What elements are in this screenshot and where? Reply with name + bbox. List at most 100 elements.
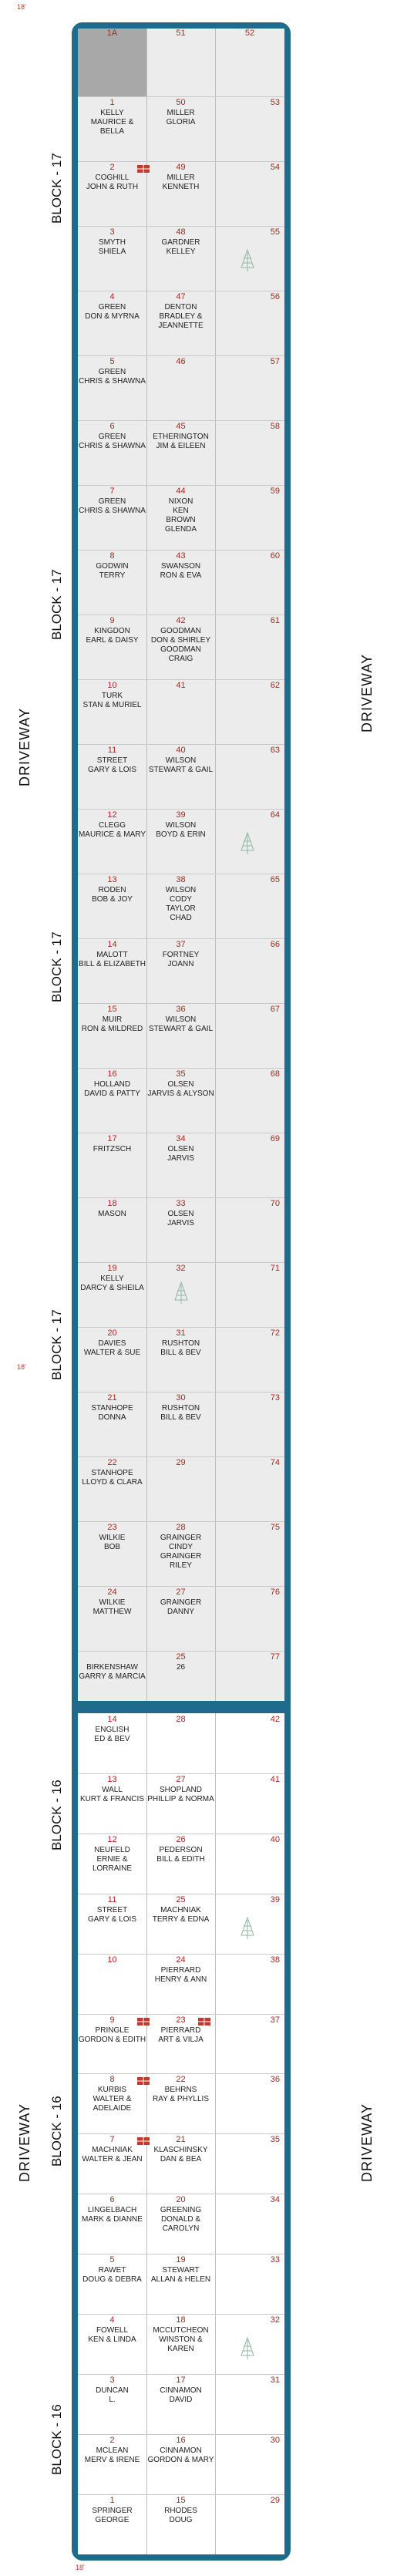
lot-right: 67 bbox=[215, 1005, 284, 1068]
tree-icon bbox=[241, 832, 254, 854]
lot-right: 62 bbox=[215, 681, 284, 744]
lot-right: 77 bbox=[215, 1652, 284, 1716]
lot-owner: PIERRARD HENRY & ANN bbox=[154, 1966, 207, 1984]
lot-middle: 42 GOODMAN DON & SHIRLEY GOODMAN CRAIG bbox=[146, 616, 215, 679]
lot-owner: RUSHTON BILL & BEV bbox=[160, 1404, 201, 1422]
lot-number: 42 bbox=[270, 1715, 280, 1724]
row-divider bbox=[78, 2374, 284, 2375]
block-label-17-c: BLOCK - 17 bbox=[49, 931, 64, 1002]
lot-owner: GRAINGER DANNY bbox=[160, 1598, 202, 1616]
row-divider bbox=[78, 1003, 284, 1004]
lot-number: 46 bbox=[176, 357, 186, 366]
lot-number: 38 bbox=[176, 875, 186, 884]
lot-middle: 47 DENTON BRADLEY & JEANNETTE bbox=[146, 292, 215, 355]
lot-number: 17 bbox=[176, 2376, 186, 2385]
lot-number: 4 bbox=[109, 292, 115, 301]
row-divider bbox=[78, 550, 284, 551]
lot-number: 13 bbox=[107, 1775, 117, 1784]
lot-number: 21 bbox=[107, 1393, 117, 1402]
lot-number: 60 bbox=[270, 551, 280, 561]
block-label-17-d: BLOCK - 17 bbox=[49, 1309, 64, 1380]
lot-left: BIRKENSHAW GARRY & MARCIA bbox=[78, 1652, 146, 1716]
lot-number: 2 bbox=[109, 163, 115, 172]
lot-number: 66 bbox=[270, 940, 280, 949]
lot-owner: NEUFELD ERNIE & LORRAINE bbox=[92, 1846, 133, 1873]
lot-owner: ETHERINGTON JIM & EILEEN bbox=[153, 433, 209, 450]
lot-owner: BIRKENSHAW GARRY & MARCIA bbox=[79, 1663, 146, 1681]
lot-owner: WALL KURT & FRANCIS bbox=[80, 1786, 144, 1803]
row-divider bbox=[78, 2494, 284, 2495]
lot-right: 34 bbox=[215, 2195, 284, 2254]
lot-owner: STREET GARY & LOIS bbox=[88, 1906, 136, 1924]
lot-number: 29 bbox=[270, 2496, 280, 2505]
lot-number: 26 bbox=[176, 1835, 186, 1844]
lot-number: 20 bbox=[176, 2195, 186, 2204]
lot-right: 73 bbox=[215, 1393, 284, 1456]
lot-owner: STANHOPE LLOYD & CLARA bbox=[82, 1469, 143, 1487]
lot-right: 42 bbox=[215, 1715, 284, 1773]
lot-number: 23 bbox=[107, 1523, 117, 1532]
lot-number: 49 bbox=[176, 163, 186, 172]
lot-number: 40 bbox=[270, 1835, 280, 1844]
lot-number: 44 bbox=[176, 487, 186, 496]
lot-owner: TURK STAN & MURIEL bbox=[82, 692, 142, 709]
lot-owner: RAWET DOUG & DEBRA bbox=[82, 2266, 142, 2284]
lot-number: 51 bbox=[176, 29, 186, 38]
lot-number: 8 bbox=[109, 551, 115, 561]
lot-middle: 48 GARDNER KELLEY bbox=[146, 227, 215, 291]
lot-owner: DENTON BRADLEY & JEANNETTE bbox=[158, 303, 204, 330]
lot-middle: 33 OLSEN JARVIS bbox=[146, 1199, 215, 1262]
lot-middle: 20 GREENING DONALD & CAROLYN bbox=[146, 2195, 215, 2254]
lot-number: 31 bbox=[176, 1328, 186, 1338]
lot-right: 76 bbox=[215, 1588, 284, 1651]
lot-owner: FOWELL KEN & LINDA bbox=[88, 2326, 136, 2344]
lot-middle: 15 RHODES DOUG bbox=[146, 2496, 215, 2554]
lot-left: 18 MASON bbox=[78, 1199, 146, 1262]
lot-owner: WILSON BOYD & ERIN bbox=[156, 821, 206, 839]
row-divider bbox=[78, 2133, 284, 2134]
lot-right: 68 bbox=[215, 1069, 284, 1133]
lot-right: 72 bbox=[215, 1328, 284, 1392]
lot-number: 18 bbox=[176, 2315, 186, 2325]
lot-left: 10 bbox=[78, 1955, 146, 2014]
lot-1a-shaded bbox=[78, 29, 147, 96]
lot-owner: McLEAN MERV & IRENE bbox=[84, 2446, 140, 2464]
lot-owner: PRINGLE GORDON & EDITH bbox=[78, 2026, 146, 2044]
lot-number: 11 bbox=[107, 1895, 117, 1904]
lot-owner: MALOTT BILL & ELIZABETH bbox=[79, 951, 146, 968]
lot-left: 5 RAWET DOUG & DEBRA bbox=[78, 2255, 146, 2314]
lot-middle: 19 STEWART ALLAN & HELEN bbox=[146, 2255, 215, 2314]
lot-number: 9 bbox=[109, 2015, 115, 2025]
lot-left: 3 SMYTH SHIELA bbox=[78, 227, 146, 291]
lot-middle: 28 bbox=[146, 1715, 215, 1773]
lot-owner: STEWART ALLAN & HELEN bbox=[150, 2266, 211, 2284]
lot-owner: HOLLAND DAVID & PATTY bbox=[84, 1080, 140, 1098]
lot-number: 58 bbox=[270, 422, 280, 431]
tree-icon bbox=[241, 249, 254, 271]
lot-number: 7 bbox=[109, 2135, 115, 2144]
block-16-map: 14 ENGLISH ED & BEV 28 42 13 WALL KURT & FRAN… bbox=[72, 1707, 291, 2561]
lot-middle: 35 OLSEN JARVIS & ALYSON bbox=[146, 1069, 215, 1133]
lot-right: 32 bbox=[215, 2315, 284, 2374]
lot-number: 24 bbox=[107, 1588, 117, 1597]
row-divider bbox=[78, 679, 284, 680]
lot-owner: SMYTH SHIELA bbox=[98, 238, 126, 256]
lot-number: 25 bbox=[176, 1895, 186, 1904]
driveway-right-top: DRIVEWAY bbox=[359, 653, 375, 732]
block-label-16-b: BLOCK - 16 bbox=[49, 2096, 64, 2167]
lot-middle: 26 PEDERSON BILL & EDITH bbox=[146, 1835, 215, 1894]
lot-number: 24 bbox=[176, 1955, 186, 1965]
lot-owner: NIXON KEN BROWN GLENDA bbox=[164, 497, 197, 534]
lot-number: 1 bbox=[109, 2496, 115, 2505]
lot-middle: 44 NIXON KEN BROWN GLENDA bbox=[146, 487, 215, 550]
lot-owner: RHODES DOUG bbox=[164, 2507, 197, 2524]
lot-number: 18 bbox=[107, 1199, 117, 1208]
lot-number: 57 bbox=[270, 357, 280, 366]
lot-number: 76 bbox=[270, 1588, 280, 1597]
lot-right: 61 bbox=[215, 616, 284, 679]
lot-number: 9 bbox=[109, 616, 115, 625]
lot-right: 35 bbox=[215, 2135, 284, 2194]
lot-header-1: 51 bbox=[146, 29, 215, 44]
lot-left: 2 McLEAN MERV & IRENE bbox=[78, 2436, 146, 2494]
lot-right: 40 bbox=[215, 1835, 284, 1894]
